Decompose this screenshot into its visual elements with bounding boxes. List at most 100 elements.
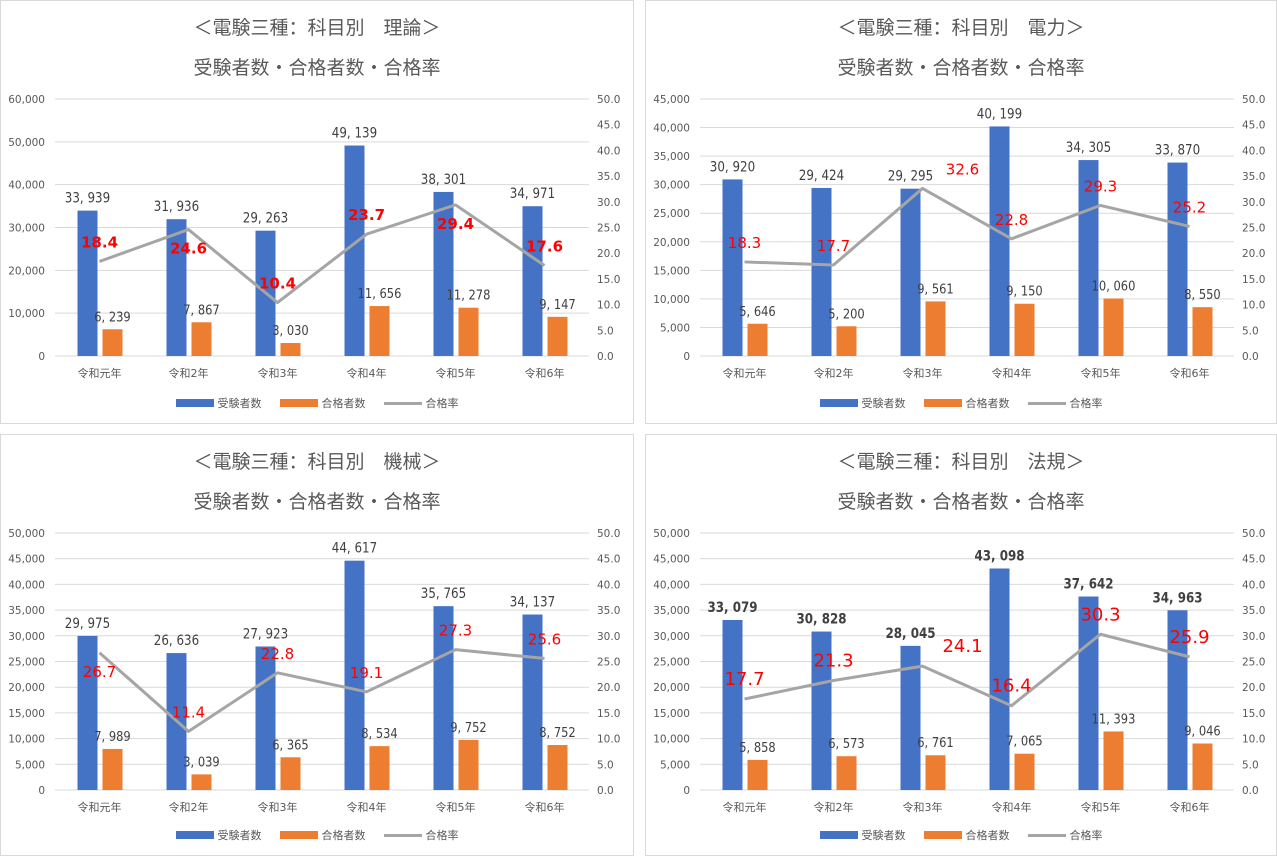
legend-item: 合格率 [383, 395, 459, 411]
right-axis-tick-label: 20.0 [597, 682, 620, 694]
legend-swatch [383, 401, 422, 405]
data-label-applicants: 30, 828 [796, 612, 846, 628]
data-label-pass-rate: 17.7 [724, 669, 764, 690]
data-label-pass-rate: 25.2 [1173, 198, 1206, 216]
x-axis-tick-label: 令和3年 [258, 366, 298, 380]
bar-passers [102, 329, 123, 356]
left-axis-tick-label: 0 [683, 785, 690, 797]
left-axis-tick-label: 0 [38, 351, 45, 363]
data-label-applicants: 35, 765 [421, 586, 466, 602]
x-axis-tick-label: 令和6年 [1170, 366, 1210, 380]
data-label-pass-rate: 25.6 [528, 630, 561, 648]
right-axis-tick-label: 20.0 [597, 248, 620, 260]
bar-passers [1103, 298, 1124, 356]
left-axis-tick-label: 50,000 [8, 137, 45, 149]
right-axis-tick-label: 0.0 [597, 351, 614, 363]
bar-passers [280, 757, 301, 790]
bar-passers [747, 759, 768, 790]
right-axis-tick-label: 25.0 [597, 657, 620, 669]
data-label-passers: 6, 365 [272, 736, 308, 752]
data-label-passers: 5, 646 [739, 303, 775, 319]
right-axis-tick-label: 40.0 [1242, 579, 1265, 591]
left-axis-tick-label: 30,000 [653, 631, 690, 643]
left-axis-tick-label: 0 [683, 351, 690, 363]
left-axis-tick-label: 40,000 [8, 180, 45, 192]
right-axis-tick-label: 20.0 [1242, 248, 1265, 260]
data-label-passers: 7, 867 [183, 301, 219, 317]
legend: 受験者数 合格者数 合格率 [646, 395, 1276, 411]
data-label-passers: 11, 656 [358, 285, 402, 301]
legend-swatch [923, 831, 962, 839]
data-label-applicants: 38, 301 [421, 172, 466, 188]
right-axis-tick-label: 50.0 [1242, 528, 1265, 540]
left-axis-tick-label: 25,000 [653, 208, 690, 220]
right-axis-tick-label: 0.0 [1242, 351, 1259, 363]
data-label-applicants: 29, 295 [888, 169, 933, 185]
left-axis-tick-label: 45,000 [8, 554, 45, 566]
chart-panel-hoki: ＜電験三種：科目別 法規＞ 受験者数・合格者数・合格率 0 5,000 10,000… [645, 434, 1277, 856]
bar-passers [1103, 731, 1124, 790]
legend-swatch [279, 831, 318, 839]
x-axis-tick-label: 令和4年 [347, 800, 387, 814]
bar-applicants [900, 188, 921, 356]
bar-applicants [522, 206, 543, 356]
left-axis-tick-label: 30,000 [8, 631, 45, 643]
right-axis-tick-label: 10.0 [1242, 734, 1265, 746]
legend: 受験者数 合格者数 合格率 [1, 827, 633, 843]
bar-applicants [1167, 162, 1188, 356]
bar-passers [747, 323, 768, 356]
bar-applicants [900, 645, 921, 790]
right-axis-tick-label: 45.0 [597, 554, 620, 566]
bar-applicants [344, 560, 365, 790]
x-axis-tick-label: 令和元年 [723, 800, 767, 814]
left-axis-tick-label: 40,000 [653, 579, 690, 591]
x-axis-tick-label: 令和2年 [814, 366, 854, 380]
chart-svg: 0 5,000 10,000 15,000 20,000 25,000 30,000 35,0… [653, 528, 1265, 814]
data-label-applicants: 33, 079 [707, 600, 757, 616]
left-axis-tick-label: 20,000 [653, 237, 690, 249]
legend-swatch [819, 831, 858, 839]
right-axis-tick-label: 0.0 [597, 785, 614, 797]
data-label-passers: 11, 278 [447, 287, 491, 303]
bar-passers [1014, 753, 1035, 790]
data-label-pass-rate: 18.4 [81, 233, 118, 251]
legend-swatch [383, 833, 422, 837]
bar-applicants [811, 187, 832, 356]
data-label-pass-rate: 29.4 [437, 215, 474, 233]
legend-label: 受験者数 [217, 397, 262, 410]
x-axis-tick-label: 令和6年 [525, 366, 565, 380]
bar-applicants [255, 646, 276, 790]
legend-label: 受験者数 [217, 829, 262, 842]
right-axis-tick-label: 35.0 [597, 171, 620, 183]
left-axis-tick-label: 35,000 [653, 151, 690, 163]
data-label-pass-rate: 24.6 [170, 240, 207, 258]
legend-label: 合格者数 [965, 829, 1010, 842]
bar-passers [547, 316, 568, 356]
bar-applicants [77, 210, 98, 356]
data-label-applicants: 37, 642 [1063, 577, 1113, 593]
left-axis-tick-label: 30,000 [8, 223, 45, 235]
data-label-passers: 9, 752 [450, 719, 486, 735]
data-label-pass-rate: 17.6 [526, 238, 563, 256]
bar-applicants [77, 635, 98, 790]
legend: 受験者数 合格者数 合格率 [1, 395, 633, 411]
left-axis-tick-label: 20,000 [8, 682, 45, 694]
left-axis-tick-label: 20,000 [8, 265, 45, 277]
chart-title: ＜電験三種：科目別 電力＞ [837, 17, 1085, 39]
left-axis-tick-label: 40,000 [8, 579, 45, 591]
legend-item: 合格者数 [279, 827, 366, 843]
right-axis-tick-label: 30.0 [1242, 197, 1265, 209]
data-label-pass-rate: 18.3 [728, 234, 761, 252]
bar-applicants [433, 191, 454, 356]
data-label-passers: 8, 550 [1184, 286, 1220, 302]
legend-item: 受験者数 [819, 827, 906, 843]
right-axis-tick-label: 40.0 [1242, 145, 1265, 157]
left-axis-tick-label: 45,000 [653, 94, 690, 106]
data-label-passers: 5, 200 [828, 305, 864, 321]
right-axis-tick-label: 30.0 [597, 197, 620, 209]
right-axis-tick-label: 50.0 [1242, 94, 1265, 106]
left-axis-tick-label: 10,000 [653, 294, 690, 306]
x-axis-tick-label: 令和3年 [903, 800, 943, 814]
x-axis-tick-label: 令和2年 [169, 366, 209, 380]
data-label-pass-rate: 24.1 [942, 636, 982, 657]
